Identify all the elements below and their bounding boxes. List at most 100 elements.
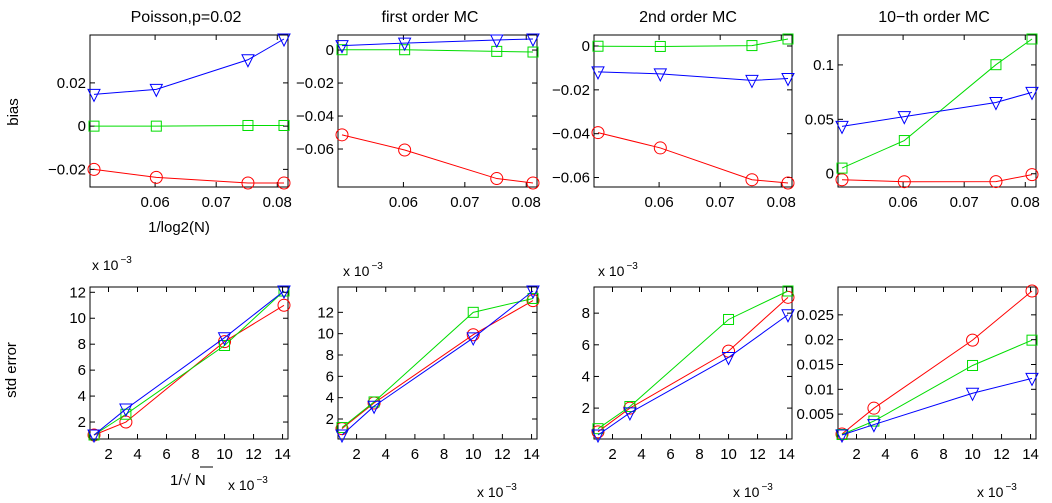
triangle-marker	[653, 68, 668, 82]
y-tick-label: 8	[78, 336, 86, 353]
y-tick-label: −0.06	[552, 170, 590, 187]
axis-ticks: 0.06 0.07 0.08 −0.02 0 0.02	[48, 35, 292, 211]
triangle-marker	[277, 285, 291, 300]
circle-marker	[781, 176, 795, 190]
triangle-marker	[397, 37, 412, 52]
triangle-marker	[745, 74, 759, 89]
y-tick-label: 0	[826, 166, 834, 183]
y-tick-label: 6	[326, 368, 334, 385]
triangle-marker	[897, 111, 912, 125]
red-series-line	[841, 290, 1033, 435]
triangle-marker	[217, 332, 232, 346]
axis-ticks: 0.06 0.07 0.08 −0.06 −0.04 −0.02 0	[552, 35, 796, 211]
square-marker	[242, 119, 254, 131]
y-tick-label: 6	[582, 337, 590, 354]
y-axis-exponent: x 10 −3	[598, 261, 638, 279]
y-tick-label: 0.05	[805, 111, 834, 128]
triangle-marker	[989, 96, 1003, 111]
x-tick-label: 6	[162, 446, 170, 463]
data-series	[835, 33, 1039, 189]
y-tick-label: −0.04	[552, 126, 590, 143]
square-marker	[1026, 33, 1038, 45]
blue-series-line	[93, 38, 285, 95]
square-marker	[527, 292, 539, 304]
circle-marker	[867, 401, 881, 415]
square-marker	[782, 285, 794, 297]
square-marker	[88, 120, 100, 132]
x-tick-label: 10	[964, 446, 981, 463]
x-tick-label: 0.07	[706, 194, 735, 211]
x-tick-label: 10	[465, 446, 482, 463]
y-axis-label: bias	[5, 98, 22, 126]
y-tick-label: 2	[326, 411, 334, 428]
circle-marker	[653, 141, 667, 155]
x-tick-label: 12	[749, 446, 766, 463]
triangle-marker	[591, 429, 605, 444]
y-axis-exponent: x 10 −3	[343, 261, 383, 279]
panel-title: 10−th order MC	[878, 9, 990, 26]
x-axis-exponent: x 10 −3	[977, 482, 1017, 500]
y-tick-label: 4	[582, 368, 590, 385]
triangle-marker	[335, 40, 349, 54]
x-tick-label: 0.06	[389, 194, 418, 211]
x-tick-label: 12	[245, 446, 262, 463]
x-tick-label: 0.07	[450, 194, 479, 211]
x-tick-label: 0.08	[512, 194, 541, 211]
axis-ticks: 2 4 6 8 10 12 14 2 4 6 8 10 12	[69, 284, 291, 463]
green-series-line	[94, 124, 284, 127]
axis-ticks: 2 4 6 8 10 12 14 0.005 0.01 0.015 0.02 0.025	[796, 287, 1039, 463]
red-series-line	[597, 132, 789, 184]
green-series-line	[597, 290, 789, 430]
circle-marker	[591, 425, 605, 439]
circle-marker	[1025, 284, 1039, 298]
square-marker	[836, 162, 848, 174]
square-marker	[368, 396, 380, 408]
x-tick-label: 8	[695, 446, 703, 463]
y-tick-label: 0.01	[805, 381, 834, 398]
panel-stderr-poisson: 2 4 6 8 10 12 14 2 4 6 8 10 12 x 10 −3 x 10 −3 std err…	[3, 255, 291, 493]
red-series-line	[341, 300, 534, 429]
panel-title: 2nd order MC	[639, 9, 737, 26]
triangle-marker	[835, 429, 849, 444]
y-tick-label: −0.02	[48, 161, 86, 178]
circle-marker	[241, 176, 255, 190]
triangle-marker	[241, 54, 255, 68]
x-tick-label: 6	[910, 446, 918, 463]
square-marker	[624, 401, 636, 413]
triangle-marker	[591, 66, 605, 80]
x-tick-label: 0.08	[263, 194, 292, 211]
panel-stderr-first-order: 2 4 6 8 10 12 14 2 4 6 8 10 12 x 10 −3 x 10 −3	[317, 261, 540, 500]
square-marker	[592, 40, 604, 52]
data-series	[87, 33, 291, 190]
y-tick-label: 10	[69, 310, 86, 327]
circle-marker	[526, 294, 540, 308]
axis-ticks: 2 4 6 8 10 12 14 2 4 6 8 10 12	[317, 287, 540, 463]
axis-ticks: 0.06 0.07 0.08 −0.06 −0.04 −0.02 0	[296, 35, 541, 211]
triangle-marker	[781, 72, 795, 87]
blue-series-line	[341, 38, 534, 47]
y-tick-label: 0.1	[813, 57, 834, 74]
green-series-line	[597, 38, 789, 47]
triangle-marker	[867, 419, 881, 433]
x-tick-label: 8	[939, 446, 947, 463]
x-axis-exponent: x 10 −3	[477, 482, 517, 500]
circle-marker	[989, 175, 1003, 189]
square-marker	[150, 120, 162, 132]
y-tick-label: 12	[69, 284, 86, 301]
triangle-marker	[721, 351, 736, 366]
x-tick-label: 12	[993, 446, 1010, 463]
x-tick-label: 2	[852, 446, 860, 463]
green-series-line	[342, 49, 534, 53]
y-tick-label: 2	[582, 400, 590, 417]
x-tick-label: 2	[104, 446, 112, 463]
y-tick-label: 0.015	[796, 356, 834, 373]
green-series-line	[841, 339, 1033, 435]
data-series	[335, 285, 540, 444]
x-tick-label: 2	[608, 446, 616, 463]
square-marker	[654, 40, 666, 52]
green-series-line	[93, 290, 285, 436]
panel-bias-second-order: 2nd order MC 0.06 0.07 0.08 −0.06 −0.04 −0.02…	[552, 9, 796, 211]
y-tick-label: −0.06	[296, 141, 334, 158]
plot-frame	[593, 34, 793, 188]
x-tick-label: 6	[666, 446, 674, 463]
